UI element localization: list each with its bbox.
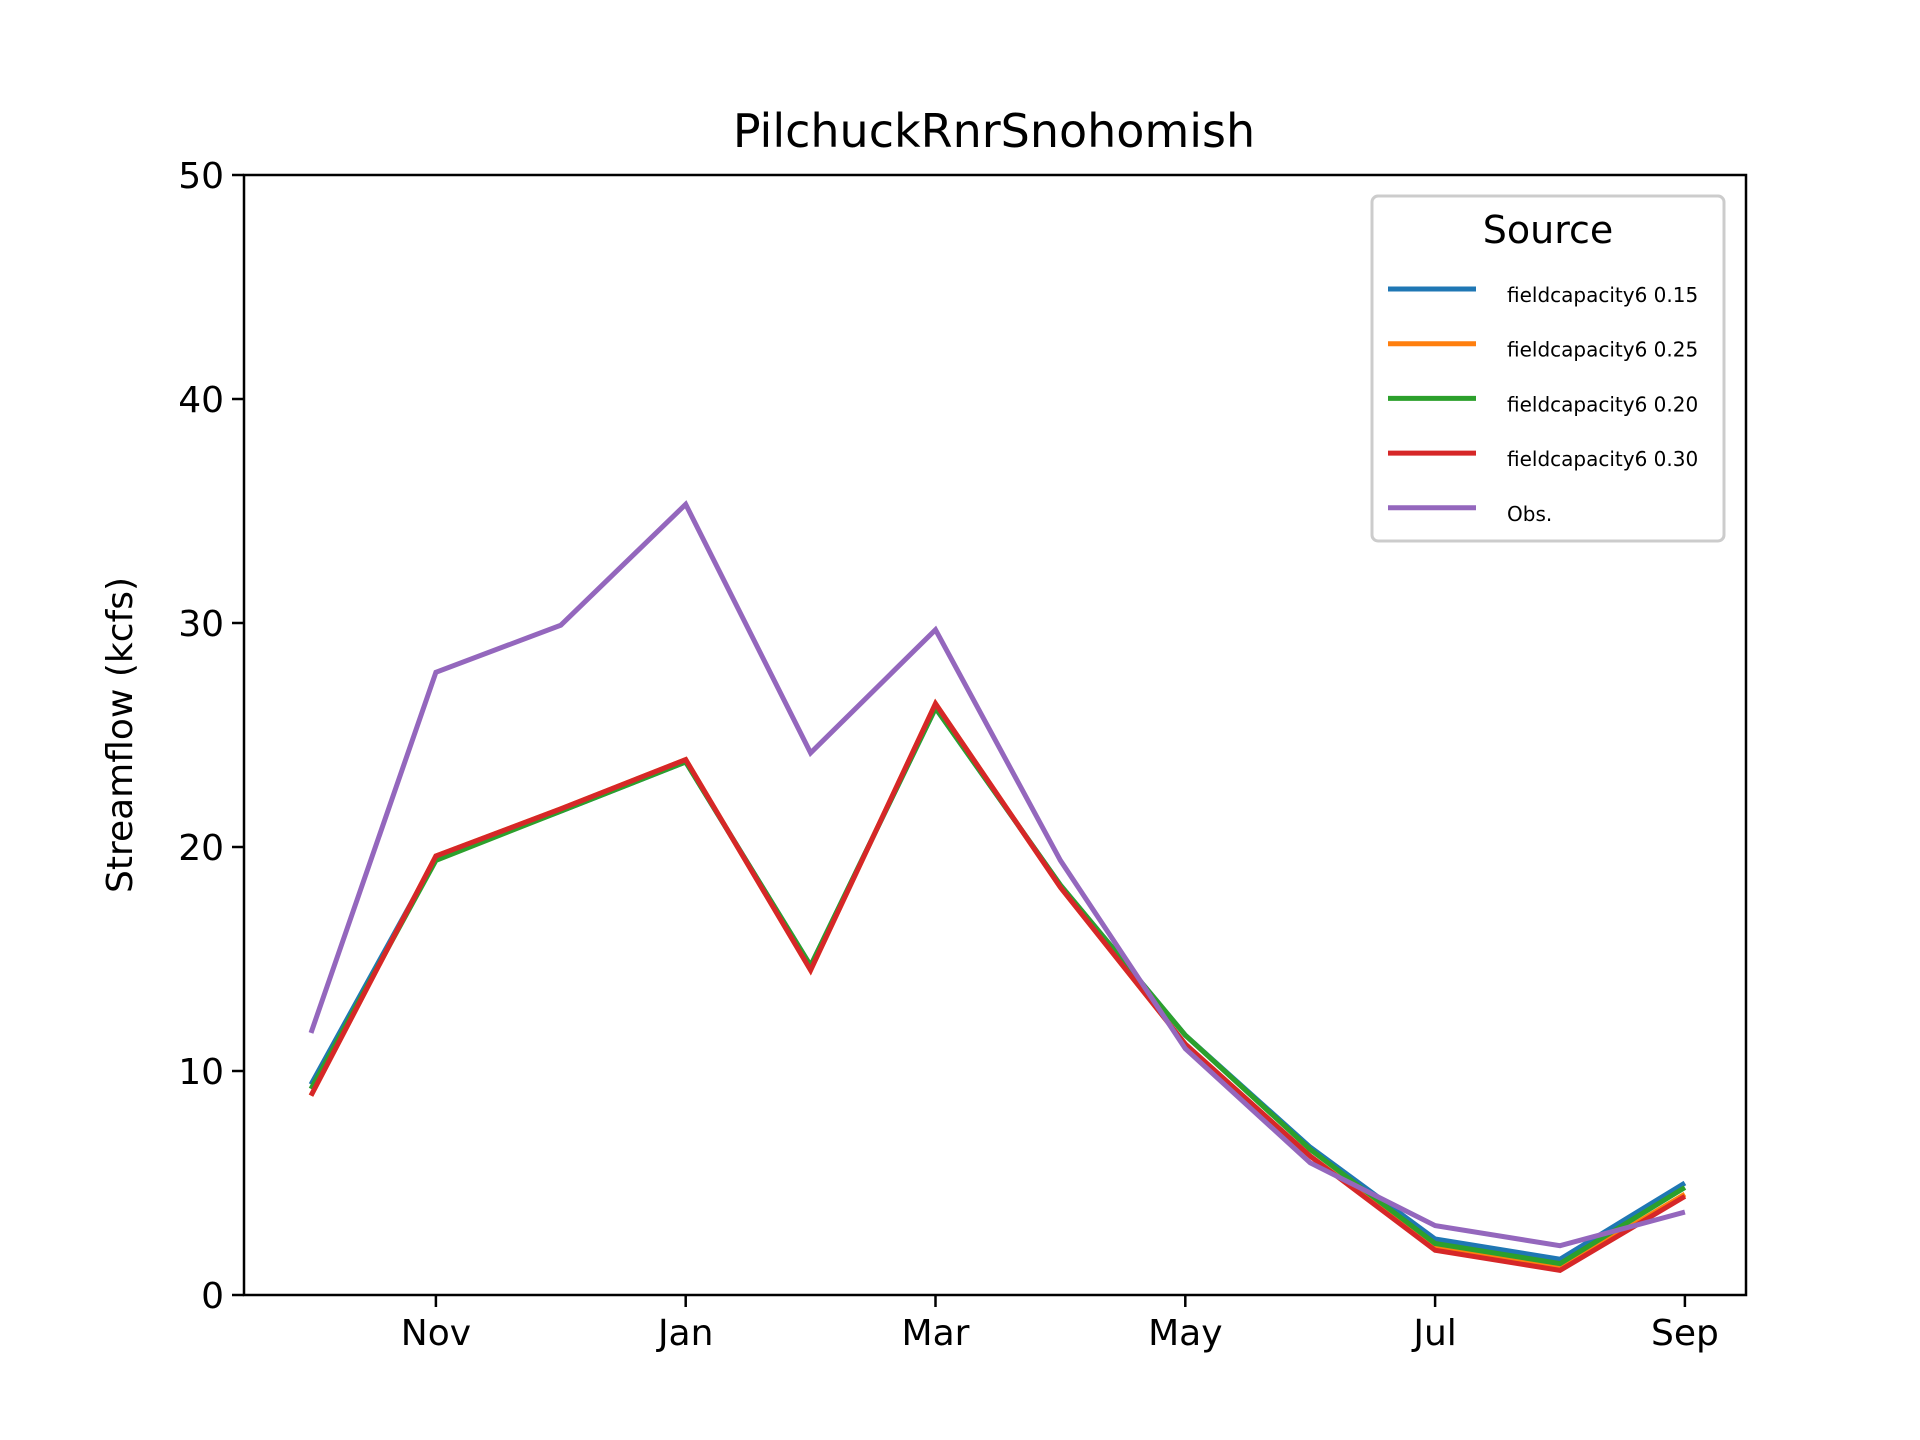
y-tick-label: 10 [178, 1052, 224, 1093]
legend-items: fieldcapacity6 0.15 fieldcapacity6 0.25 fi… [1388, 283, 1698, 526]
legend-label: fieldcapacity6 0.15 [1507, 283, 1698, 307]
x-tick-label: May [1148, 1313, 1222, 1354]
x-tick-label: Mar [902, 1313, 970, 1354]
x-tick-label: Sep [1651, 1313, 1719, 1354]
legend-label: fieldcapacity6 0.20 [1507, 392, 1698, 416]
y-tick-label: 40 [178, 380, 224, 421]
plot-frame [242, 173, 1748, 1297]
y-tick-label: 30 [178, 604, 224, 645]
x-tick-label: Jan [656, 1313, 714, 1354]
series-line-3 [308, 698, 1687, 1274]
series-layer [308, 500, 1687, 1274]
y-tick-label: 20 [178, 828, 224, 869]
x-tick-label: Nov [401, 1313, 471, 1354]
legend-label: fieldcapacity6 0.30 [1507, 447, 1698, 471]
y-tick-label: 0 [201, 1276, 224, 1317]
series-line-4 [308, 500, 1686, 1249]
legend-title: Source [1483, 208, 1614, 252]
legend-label: fieldcapacity6 0.25 [1507, 338, 1698, 362]
legend-label: Obs. [1507, 502, 1552, 526]
x-tick-label: Jul [1411, 1313, 1456, 1354]
x-axis: Nov Jan Mar May Jul Sep [401, 1295, 1719, 1354]
y-axis-label: Streamflow (kcfs) [100, 577, 141, 893]
y-axis: 0 10 20 30 40 50 [178, 156, 244, 1317]
legend: Source fieldcapacity6 0.15fieldcapacity6… [1370, 194, 1726, 543]
chart-title: PilchuckRnrSnohomish [733, 104, 1255, 158]
y-tick-label: 50 [178, 156, 224, 197]
